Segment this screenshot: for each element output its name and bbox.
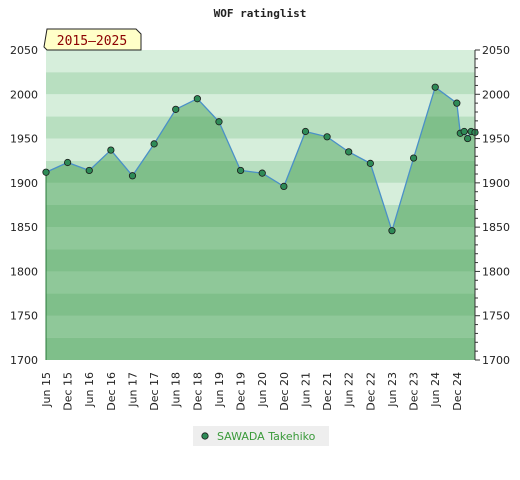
y-tick-label-right: 1800 (482, 265, 510, 278)
y-tick-label-right: 2000 (482, 88, 510, 101)
x-tick-label: Jun 19 (213, 372, 226, 408)
x-tick-label: Dec 16 (105, 372, 118, 411)
background-band (46, 227, 475, 250)
background-band (46, 293, 475, 316)
x-tick-label: Jun 18 (170, 372, 183, 408)
data-point (301, 127, 310, 136)
x-tick-label: Jun 20 (256, 372, 269, 408)
data-point (280, 182, 288, 190)
y-axis-right: 1700 1750 1800 1850 1900 1950 2000 2050 (474, 44, 510, 367)
data-point (215, 118, 223, 126)
y-tick-label-left: 1900 (10, 177, 38, 190)
data-point (345, 148, 353, 156)
data-point (107, 146, 115, 154)
background-band (46, 72, 475, 95)
period-badge: 2015–2025 (43, 28, 142, 51)
y-tick-label-left: 2000 (10, 88, 38, 101)
y-tick-label-left: 2050 (10, 44, 38, 57)
y-tick-label-right: 1850 (482, 221, 510, 234)
x-tick-label: Jun 17 (126, 372, 139, 408)
x-tick-label: Jun 15 (40, 372, 53, 408)
y-tick-label-right: 1950 (482, 133, 510, 146)
x-tick-label: Jun 24 (429, 372, 442, 408)
x-tick-label: Dec 21 (321, 372, 334, 411)
y-axis-left: 1700 1750 1800 1850 1900 1950 2000 2050 (10, 44, 38, 367)
background-band (46, 94, 475, 117)
data-point (460, 127, 468, 136)
period-badge-label: 2015–2025 (57, 34, 127, 49)
x-axis: Jun 15 Dec 15 Jun 16 Dec 16 Jun 17 Dec 17 Jun … (40, 372, 464, 411)
data-point (388, 227, 396, 235)
legend-box (193, 426, 329, 446)
data-point (172, 105, 180, 113)
y-tick-label-left: 1750 (10, 310, 38, 323)
data-point (464, 134, 472, 143)
x-tick-label: Jun 22 (343, 372, 356, 408)
data-point (237, 166, 245, 175)
x-tick-label: Jun 16 (83, 372, 96, 408)
legend-marker (201, 432, 209, 440)
y-tick-label-right: 1700 (482, 354, 510, 367)
data-point (64, 158, 72, 167)
x-tick-label: Jun 23 (386, 372, 399, 408)
data-points (42, 83, 479, 235)
area-layer (45, 87, 475, 360)
background-band (46, 50, 475, 73)
y-tick-label-left: 1800 (10, 265, 38, 278)
legend: SAWADA Takehiko (193, 426, 329, 446)
period-badge-box (43, 28, 142, 51)
x-tick-label: Dec 22 (364, 372, 377, 411)
x-tick-label: Dec 17 (148, 372, 161, 411)
background-band (46, 271, 475, 294)
background-band (46, 116, 475, 139)
legend-label: SAWADA Takehiko (217, 430, 316, 443)
data-point (323, 133, 331, 141)
y-tick-label-right: 1750 (482, 310, 510, 323)
x-tick-label: Dec 19 (235, 372, 248, 411)
x-tick-label: Dec 23 (408, 372, 421, 411)
data-point (150, 140, 158, 148)
x-tick-label: Dec 24 (451, 372, 464, 411)
data-point (85, 166, 93, 175)
background-band (46, 182, 475, 205)
x-tick-label: Dec 20 (278, 372, 291, 411)
data-point (128, 172, 137, 180)
background-band (46, 337, 475, 360)
y-tick-label-left: 1700 (10, 354, 38, 367)
background-band (46, 249, 475, 272)
y-tick-label-right: 2050 (482, 44, 510, 57)
chart-title: WOF ratinglist (214, 7, 307, 20)
data-point (366, 159, 374, 167)
y-tick-label-left: 1850 (10, 221, 38, 234)
data-point (431, 83, 439, 91)
data-point (42, 168, 50, 176)
x-tick-label: Dec 18 (191, 372, 204, 411)
data-point (258, 169, 266, 177)
data-point (453, 99, 461, 107)
x-tick-label: Dec 15 (62, 372, 75, 411)
y-tick-label-left: 1950 (10, 133, 38, 146)
data-point (409, 154, 418, 162)
series-area (46, 87, 475, 360)
x-tick-label: Jun 21 (299, 372, 312, 408)
background-band (46, 315, 475, 338)
data-point (193, 95, 201, 103)
y-tick-label-right: 1900 (482, 177, 510, 190)
background-band (46, 205, 475, 228)
